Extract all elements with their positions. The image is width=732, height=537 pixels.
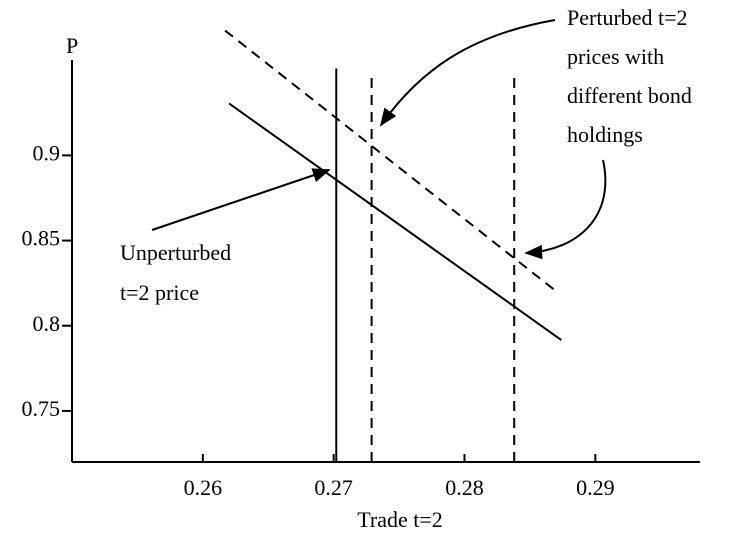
annotation: prices with [567, 44, 664, 69]
line [224, 29, 556, 291]
annotation: Unperturbed [120, 240, 231, 265]
x-tick-label: 0.26 [184, 475, 223, 500]
y-axis-label: P [66, 33, 78, 58]
annotation: different bond [567, 83, 692, 108]
y-tick-label: 0.75 [22, 396, 61, 421]
annotation: t=2 price [120, 280, 199, 305]
y-tick-label: 0.85 [22, 226, 61, 251]
x-tick-label: 0.27 [314, 475, 353, 500]
arrow [379, 19, 556, 127]
x-axis-label: Trade t=2 [357, 507, 443, 532]
arrow [524, 159, 607, 260]
arrows [151, 19, 607, 260]
y-tick-label: 0.8 [33, 311, 61, 336]
x-tick-label: 0.29 [576, 475, 615, 500]
line [228, 102, 562, 341]
x-tick-label: 0.28 [445, 475, 484, 500]
arrow [151, 168, 331, 231]
annotation: holdings [567, 122, 643, 147]
y-tick-label: 0.9 [33, 140, 61, 165]
annotation: Perturbed t=2 [567, 5, 688, 30]
